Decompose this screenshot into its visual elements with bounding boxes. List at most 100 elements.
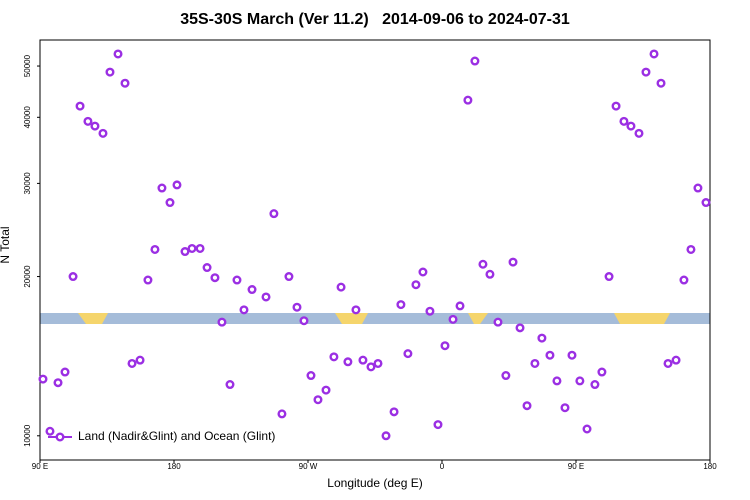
legend-marker — [55, 432, 65, 442]
y-tick-label: 30000 — [23, 172, 32, 195]
point — [604, 272, 614, 282]
point — [247, 285, 257, 295]
point — [329, 352, 339, 362]
point — [381, 431, 391, 441]
point — [269, 209, 279, 219]
land — [335, 313, 368, 324]
point — [351, 305, 361, 315]
point — [567, 350, 577, 360]
point — [501, 371, 511, 381]
point — [656, 78, 666, 88]
point — [663, 358, 673, 368]
point — [336, 282, 346, 292]
ocean-strip — [40, 313, 710, 324]
point — [478, 259, 488, 269]
point — [358, 355, 368, 365]
x-tick-label: 90 E — [568, 462, 584, 471]
point — [641, 67, 651, 77]
point — [261, 292, 271, 302]
point — [292, 302, 302, 312]
point — [313, 395, 323, 405]
point — [135, 355, 145, 365]
land — [468, 313, 488, 324]
x-tick-label: 180 — [167, 462, 181, 471]
point — [411, 280, 421, 290]
point — [187, 243, 197, 253]
point — [299, 316, 309, 326]
point — [693, 183, 703, 193]
point — [671, 355, 681, 365]
point — [515, 323, 525, 333]
point — [180, 247, 190, 257]
point — [611, 101, 621, 111]
point — [143, 275, 153, 285]
point — [440, 341, 450, 351]
point — [522, 401, 532, 411]
point — [470, 56, 480, 66]
y-tick-label: 20000 — [23, 265, 32, 288]
point — [150, 244, 160, 254]
point — [195, 243, 205, 253]
map-strip — [40, 313, 710, 324]
point — [343, 357, 353, 367]
point — [45, 426, 55, 436]
point — [232, 275, 242, 285]
point — [68, 272, 78, 282]
point — [60, 367, 70, 377]
y-tick-label: 40000 — [23, 106, 32, 129]
point — [686, 244, 696, 254]
point — [157, 183, 167, 193]
y-tick-label: 10000 — [23, 424, 32, 447]
point — [239, 305, 249, 315]
point — [433, 420, 443, 430]
point — [366, 362, 376, 372]
point — [53, 378, 63, 388]
point — [701, 198, 711, 208]
point — [172, 180, 182, 190]
x-tick-label: 0 — [440, 462, 445, 471]
point — [38, 374, 48, 384]
point — [485, 269, 495, 279]
x-tick-label: 180 — [703, 462, 717, 471]
point — [165, 198, 175, 208]
point — [90, 121, 100, 131]
point — [619, 116, 629, 126]
point — [403, 349, 413, 359]
y-axis-label: N Total — [0, 226, 12, 263]
point — [626, 121, 636, 131]
point — [560, 403, 570, 413]
point — [75, 101, 85, 111]
point — [217, 317, 227, 327]
land — [78, 313, 108, 324]
point — [545, 350, 555, 360]
point — [284, 272, 294, 282]
point — [455, 301, 465, 311]
point — [552, 376, 562, 386]
x-tick-label: 90 E — [32, 462, 48, 471]
plot-frame — [39, 39, 711, 461]
point — [389, 407, 399, 417]
point — [425, 306, 435, 316]
point — [120, 78, 130, 88]
point — [575, 376, 585, 386]
x-axis-label: Longitude (deg E) — [327, 476, 422, 490]
y-tick-label: 50000 — [23, 54, 32, 77]
point — [105, 67, 115, 77]
point — [225, 380, 235, 390]
point — [321, 385, 331, 395]
chart-title: 35S-30S March (Ver 11.2) 2014-09-06 to 2… — [180, 11, 570, 28]
point — [277, 409, 287, 419]
x-tick-label: 90 W — [299, 462, 318, 471]
point — [373, 358, 383, 368]
point — [537, 333, 547, 343]
point — [210, 273, 220, 283]
land — [614, 313, 670, 324]
point — [83, 116, 93, 126]
point — [582, 424, 592, 434]
point — [202, 263, 212, 273]
point — [649, 49, 659, 59]
point — [590, 380, 600, 390]
point — [113, 49, 123, 59]
point — [508, 257, 518, 267]
